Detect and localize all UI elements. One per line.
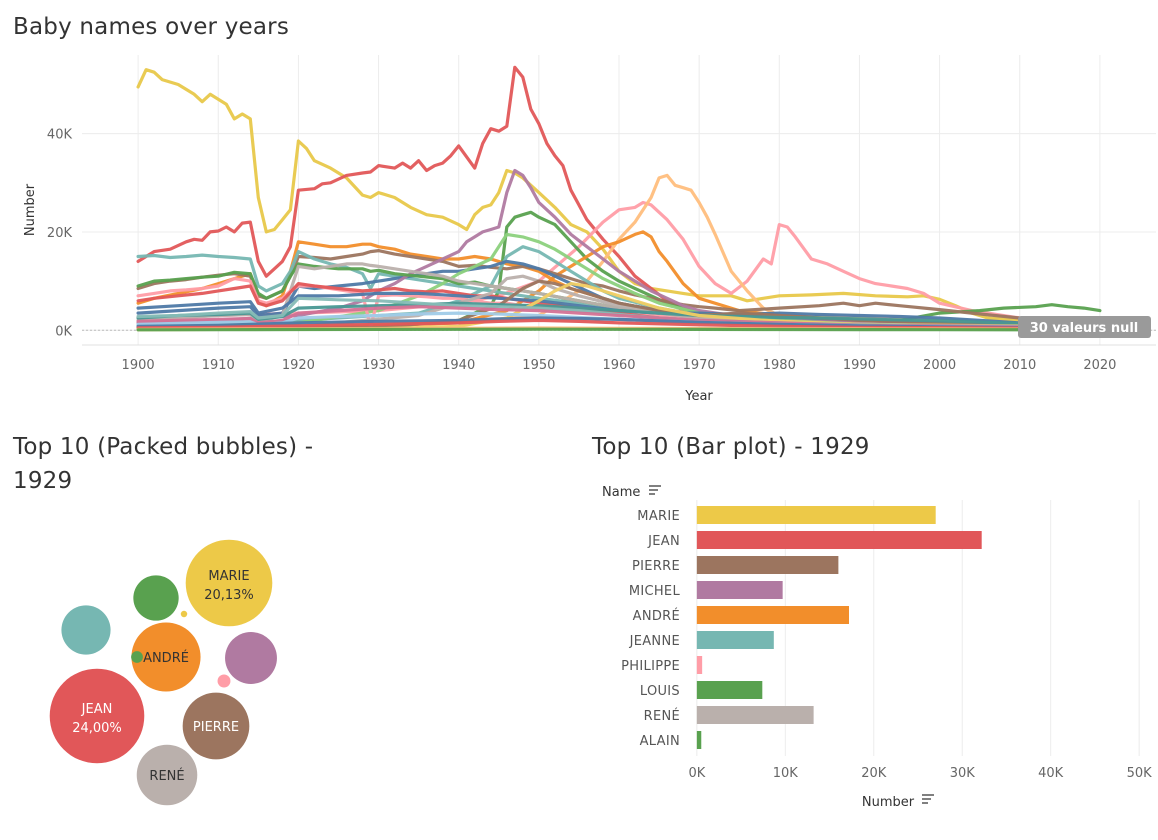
line-series-11: [136, 168, 1102, 329]
bubble-jean: [49, 668, 145, 764]
bar-marie: [696, 506, 936, 524]
line-series-23: [136, 305, 1102, 329]
x-tick-label: 1930: [362, 358, 395, 373]
bubble-alain: [131, 651, 143, 663]
bar-michel: [696, 581, 783, 599]
line-series-12: [136, 232, 1102, 329]
x-tick-label: 2000: [923, 358, 956, 373]
bubble-rené: [136, 744, 198, 806]
bar-category-label: LOUIS: [640, 684, 680, 699]
bubble-jeanne: [61, 605, 111, 655]
bar-category-label: ANDRÉ: [633, 608, 680, 624]
y-tick-label: 0K: [55, 324, 72, 339]
line-series-1: [136, 65, 1102, 327]
bubble-michel: [225, 632, 277, 684]
line-series-25: [136, 316, 1102, 330]
bar-alain: [696, 731, 702, 749]
bubble-label: RENÉ: [149, 768, 184, 784]
bar-category-label: PHILIPPE: [621, 659, 680, 674]
x-tick-label: 1980: [763, 358, 796, 373]
y-tick-label: 20K: [47, 226, 73, 241]
bubble-label: MARIE: [208, 569, 249, 584]
bar-category-label: PIERRE: [632, 559, 680, 574]
line-series-28: [136, 327, 1102, 332]
line-series-17: [136, 291, 1102, 326]
bar-category-label: RENÉ: [644, 708, 680, 724]
bar-category-label: MARIE: [637, 509, 680, 524]
bubble-andré: [131, 622, 201, 692]
bubble-philippe: [217, 674, 231, 688]
bubble-percent: 20,13%: [204, 588, 254, 603]
bar-rené: [696, 706, 814, 724]
bar-x-tick-label: 40K: [1038, 766, 1064, 781]
bar-category-label: JEANNE: [629, 634, 680, 649]
bar-x-tick-label: 10K: [773, 766, 799, 781]
x-tick-label: 1940: [442, 358, 475, 373]
bar-jean: [696, 531, 982, 549]
null-values-badge[interactable]: 30 valeurs null: [1018, 316, 1151, 338]
bar-y-axis-label: Name: [602, 485, 640, 500]
x-tick-label: 2020: [1083, 358, 1116, 373]
y-tick-label: 40K: [47, 128, 73, 143]
bar-category-label: MICHEL: [629, 584, 681, 599]
line-series-4: [136, 210, 1102, 331]
bar-x-tick-label: 20K: [861, 766, 887, 781]
x-axis-label: Year: [684, 389, 713, 404]
bar-andré: [696, 606, 849, 624]
bubble-small: [180, 610, 188, 618]
bubble-chart-title: Top 10 (Packed bubbles) - 1929: [13, 434, 314, 494]
bar-x-axis-label: Number: [862, 795, 915, 810]
bar-chart: 0K 10K 20K 30K 40K 50K Name MARIE JEAN PIERRE MICH…: [602, 485, 1153, 810]
line-chart: 1900 1910 1920 1930 1940 1950 1960 1970 1980 1990…: [23, 55, 1156, 404]
x-tick-label: 1960: [602, 358, 635, 373]
bar-category-label: ALAIN: [640, 734, 680, 749]
bubble-label: ANDRÉ: [143, 650, 189, 666]
bubble-louis: [133, 575, 179, 621]
line-series-group: [136, 65, 1102, 332]
line-chart-title: Baby names over years: [13, 14, 290, 40]
x-tick-label: 1990: [843, 358, 876, 373]
x-tick-label: 1950: [522, 358, 555, 373]
y-axis-label: Number: [23, 183, 38, 236]
x-tick-label: 2010: [1003, 358, 1036, 373]
null-badge-text[interactable]: 30 valeurs null: [1030, 321, 1139, 336]
null-badge-bg[interactable]: [1018, 316, 1151, 338]
bar-philippe: [696, 656, 703, 674]
bubble-pierre: [182, 692, 250, 760]
bubble-label: JEAN: [81, 702, 113, 717]
x-tick-label: 1970: [683, 358, 716, 373]
x-tick-label: 1900: [122, 358, 155, 373]
bar-louis: [696, 681, 763, 699]
x-tick-label: 1920: [282, 358, 315, 373]
line-axes: 1900 1910 1920 1930 1940 1950 1960 1970 1980 1990…: [23, 128, 1116, 404]
bar-jeanne: [696, 631, 774, 649]
bar-chart-title: Top 10 (Bar plot) - 1929: [592, 434, 870, 460]
bubble-chart: MARIE 20,13% JEAN 24,00% PIERRE ANDRÉ RENÉ: [49, 539, 277, 806]
bar-pierre: [696, 556, 839, 574]
line-series-0: [136, 68, 1102, 325]
bar-x-tick-label: 50K: [1127, 766, 1153, 781]
bubble-marie: [185, 539, 273, 627]
bubble-percent: 24,00%: [72, 721, 122, 736]
line-series-26: [136, 318, 1102, 330]
bubble-label: PIERRE: [193, 720, 239, 735]
x-tick-label: 1910: [202, 358, 235, 373]
bar-x-tick-label: 30K: [950, 766, 976, 781]
bar-x-tick-label: 0K: [688, 766, 705, 781]
bar-category-label: JEAN: [647, 534, 680, 549]
